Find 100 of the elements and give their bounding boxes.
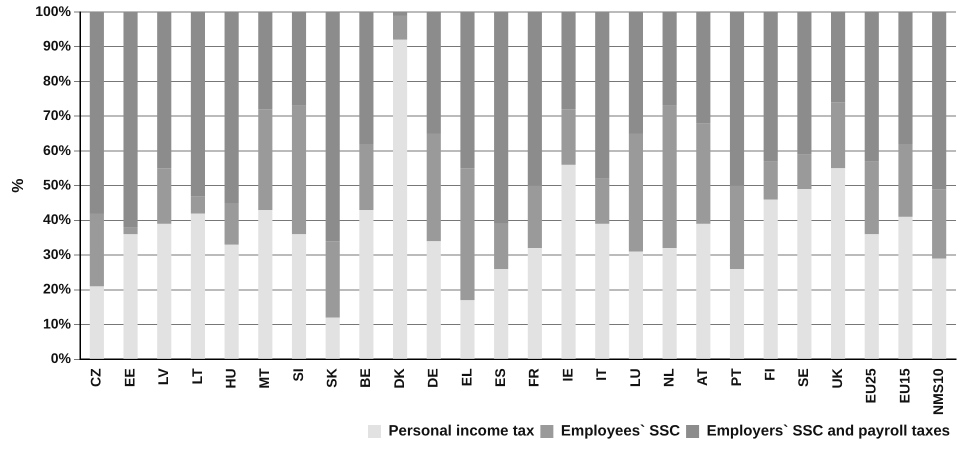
bar — [595, 12, 610, 179]
bar — [528, 12, 542, 186]
bar — [326, 12, 340, 242]
y-tick-label: 70% — [42, 107, 72, 124]
bar — [494, 12, 508, 224]
bar — [628, 134, 643, 252]
x-tick-label: SK — [324, 368, 340, 388]
x-tick-label: CZ — [88, 368, 104, 387]
y-tick-label: 40% — [42, 211, 72, 228]
bar — [561, 164, 576, 359]
bar — [898, 12, 913, 144]
bar — [628, 12, 643, 134]
bar — [831, 12, 846, 102]
bar — [123, 12, 138, 228]
bar — [831, 102, 846, 168]
bar — [393, 15, 408, 40]
bar — [359, 12, 374, 144]
y-tick-label: 80% — [42, 72, 72, 88]
bar — [393, 12, 408, 16]
bar — [595, 178, 610, 224]
x-tick-label: UK — [828, 368, 845, 389]
x-tick-label: MT — [256, 368, 272, 389]
bar — [224, 244, 239, 359]
bar — [494, 269, 508, 359]
bar — [190, 213, 206, 359]
x-tick-label: EU25 — [862, 368, 879, 404]
bar — [90, 12, 104, 214]
bar — [426, 241, 441, 359]
legend-label: Employees` SSC — [560, 422, 680, 440]
bar — [696, 123, 710, 224]
bar — [157, 12, 172, 168]
bar — [426, 12, 441, 134]
x-tick-label: DE — [424, 368, 441, 388]
x-tick-label: SE — [795, 368, 812, 388]
bar — [359, 210, 374, 359]
bar — [797, 189, 812, 359]
x-tick-label: EL — [458, 368, 474, 386]
bar — [393, 40, 408, 359]
bar — [359, 144, 374, 210]
bar — [864, 161, 879, 234]
legend-label: Personal income tax — [388, 422, 536, 440]
bar — [628, 252, 643, 359]
x-tick-label: LV — [155, 368, 172, 386]
bar — [730, 12, 744, 186]
x-tick-label: EU15 — [896, 368, 912, 404]
x-tick-label: LT — [188, 368, 205, 384]
bar — [292, 106, 306, 234]
bar — [460, 168, 475, 300]
bar — [797, 12, 812, 154]
bar — [326, 241, 340, 318]
bar — [662, 106, 677, 248]
y-tick-label: 50% — [42, 176, 72, 193]
bar — [90, 213, 104, 286]
bar — [157, 168, 172, 224]
x-tick-label: FR — [526, 368, 542, 387]
bar — [595, 224, 610, 359]
bar — [864, 12, 879, 162]
bar — [932, 258, 946, 359]
bar — [561, 109, 576, 165]
bar — [561, 12, 576, 110]
x-tick-label: LU — [626, 368, 643, 387]
y-tick-label: 100% — [35, 2, 72, 19]
bar — [460, 12, 475, 168]
y-tick-label: 10% — [42, 315, 72, 332]
bar — [730, 186, 744, 270]
x-tick-label: PT — [728, 368, 744, 386]
x-tick-label: AT — [694, 368, 710, 386]
bar — [696, 12, 710, 124]
x-tick-label: HU — [222, 368, 238, 389]
x-tick-label: NMS10 — [930, 368, 946, 416]
bar — [123, 234, 138, 359]
x-tick-label: SI — [290, 368, 306, 382]
legend-label: Employers` SSC and payroll taxes — [706, 422, 950, 440]
bar — [292, 12, 306, 106]
bar — [528, 248, 542, 359]
bar — [224, 12, 239, 204]
y-tick-label: 30% — [42, 246, 72, 262]
bar — [730, 269, 744, 359]
y-tick-label: 60% — [42, 142, 72, 158]
bar — [426, 134, 441, 242]
bar — [190, 12, 206, 196]
bar — [258, 12, 272, 110]
bar — [528, 186, 542, 248]
x-tick-label: IE — [559, 368, 576, 382]
x-tick-label: BE — [357, 368, 374, 388]
bar — [90, 286, 104, 359]
y-axis-title: % — [10, 178, 28, 193]
bar — [696, 224, 710, 359]
x-tick-label: FI — [762, 368, 778, 381]
bar — [864, 234, 879, 359]
x-tick-label: ES — [492, 368, 508, 388]
bar — [932, 12, 946, 190]
bar — [797, 154, 812, 190]
bar — [898, 216, 913, 359]
bar — [258, 210, 272, 359]
bar — [898, 144, 913, 217]
bar — [494, 224, 508, 270]
bar — [460, 300, 475, 359]
bar — [764, 12, 778, 162]
x-tick-label: EE — [121, 368, 138, 388]
